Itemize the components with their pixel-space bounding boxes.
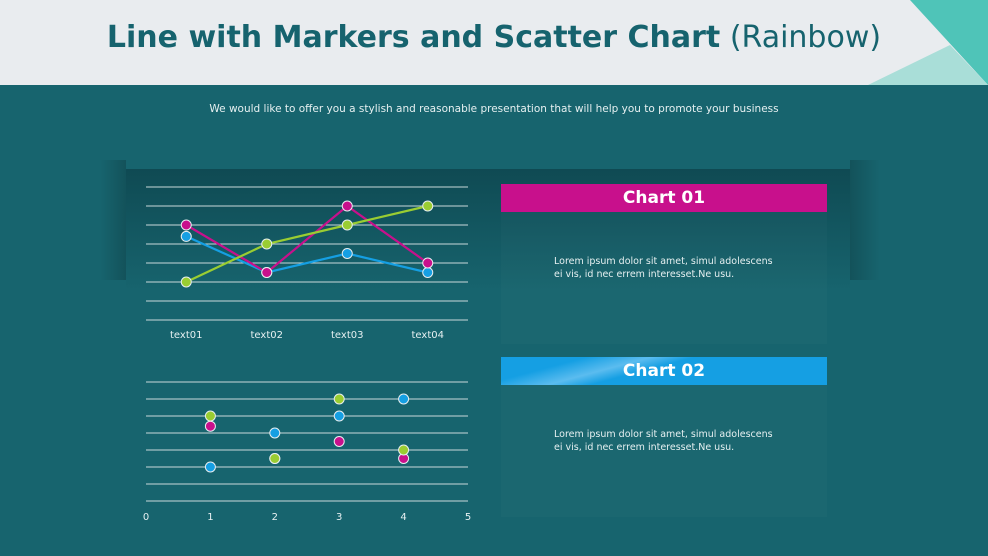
scatter-point [204, 420, 216, 432]
line-marker [261, 267, 273, 278]
scatter-point [204, 461, 216, 473]
x-tick-label: 5 [465, 512, 471, 523]
scatter-point [333, 410, 345, 422]
card-text: Lorem ipsum dolor sit amet, simul adoles… [554, 256, 773, 280]
line-marker [341, 219, 353, 231]
card-title: Chart 02 [501, 357, 827, 385]
scatter-point [398, 444, 410, 456]
series-line [185, 204, 429, 283]
card-title: Chart 01 [501, 184, 827, 212]
card-chart-02: Chart 02 Lorem ipsum dolor sit amet, sim… [501, 357, 827, 517]
card-chart-01: Chart 01 Lorem ipsum dolor sit amet, sim… [501, 184, 827, 344]
series-line [185, 235, 429, 274]
x-tick-label: text03 [331, 330, 363, 341]
scatter-point [269, 453, 281, 464]
line-marker [180, 276, 192, 288]
x-tick-label: text01 [170, 330, 202, 341]
scatter-point [204, 410, 216, 422]
x-tick-label: 2 [272, 512, 278, 523]
card-text: Lorem ipsum dolor sit amet, simul adoles… [554, 429, 773, 453]
scatter-point [333, 436, 345, 447]
content-panel [126, 169, 850, 517]
line-marker [422, 200, 434, 212]
line-marker [261, 238, 273, 250]
scatter-point [333, 393, 345, 405]
x-tick-label: 0 [143, 512, 149, 523]
line-marker [422, 267, 434, 278]
scatter-point [398, 393, 410, 405]
x-tick-label: text04 [412, 330, 444, 341]
series-line [185, 204, 429, 274]
line-marker [422, 257, 434, 269]
corner-decoration [868, 0, 988, 85]
page-subtitle: We would like to offer you a stylish and… [209, 103, 779, 115]
x-tick-label: 4 [400, 512, 406, 523]
x-tick-label: text02 [251, 330, 283, 341]
line-marker [341, 200, 353, 212]
header-banner: Line with Markers and Scatter Chart (Rai… [0, 0, 988, 85]
x-tick-label: 3 [336, 512, 342, 523]
scatter-point [269, 427, 281, 439]
line-marker [180, 230, 192, 242]
panel-shadow-left [100, 160, 126, 280]
x-tick-label: 1 [207, 512, 213, 523]
line-marker [341, 248, 353, 259]
page-title: Line with Markers and Scatter Chart (Rai… [106, 20, 882, 55]
panel-shadow-right [850, 160, 880, 280]
line-marker [180, 219, 192, 231]
